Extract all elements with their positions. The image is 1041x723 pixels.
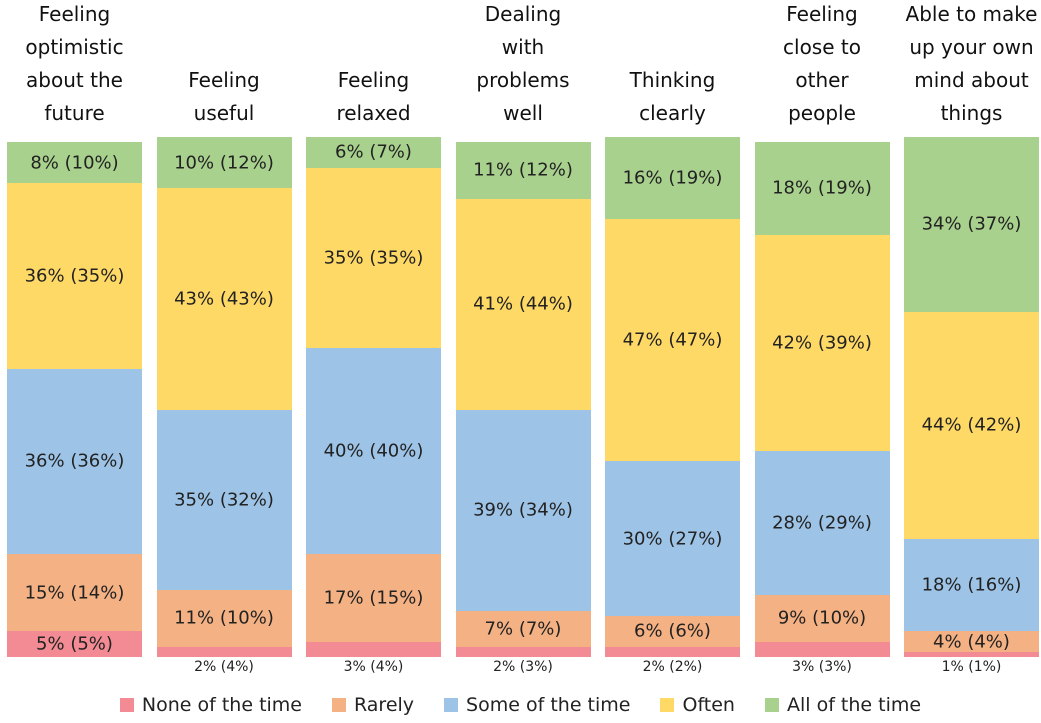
legend: None of the time Rarely Some of the time Of… (0, 694, 1041, 716)
legend-item: Rarely (332, 694, 414, 716)
category-label: Dealing with problems well (476, 2, 570, 125)
value-label: 18% (16%) (921, 574, 1022, 596)
bar-segment (605, 219, 740, 462)
legend-label: All of the time (786, 694, 922, 716)
value-label: 42% (39%) (772, 332, 872, 354)
value-label: 47% (47%) (622, 329, 723, 351)
value-label: 9% (10%) (777, 607, 867, 629)
legend-label: Rarely (354, 694, 415, 716)
bar-segment (754, 595, 890, 642)
value-label: 1% (1%) (941, 659, 1002, 675)
value-label: 44% (42%) (921, 414, 1022, 436)
value-label: 3% (4%) (343, 659, 404, 675)
bar-segment (455, 142, 591, 199)
value-label: 43% (43%) (174, 288, 274, 310)
value-label: 28% (29%) (772, 512, 872, 534)
bar-segment (455, 610, 591, 647)
bar-segment (605, 136, 740, 220)
bar-segment (455, 646, 591, 657)
value-label: 35% (35%) (323, 247, 424, 269)
value-label: 17% (15%) (323, 587, 424, 609)
bar-segment (306, 167, 441, 348)
bar-segment (7, 368, 142, 554)
bar-segment (306, 348, 441, 554)
bar-segment (605, 461, 740, 616)
bar-segment (156, 646, 292, 657)
legend-item: Often (660, 694, 735, 716)
legend-item: All of the time (764, 694, 922, 716)
bar-segment (605, 615, 740, 647)
value-label: 11% (10%) (174, 607, 274, 629)
legend-swatch (660, 698, 675, 712)
value-label: 6% (7%) (335, 141, 412, 163)
legend-swatch (764, 698, 779, 712)
value-label: 34% (37%) (921, 213, 1022, 235)
bar-segment (156, 188, 292, 410)
bar-segment (754, 451, 890, 596)
value-label: 30% (27%) (622, 528, 723, 550)
value-label: 4% (4%) (933, 631, 1010, 653)
bar-segment (306, 136, 441, 168)
bar-segment (156, 590, 292, 647)
bar-segment (754, 142, 890, 235)
category-label: Feeling relaxed (336, 68, 411, 125)
value-label: 5% (5%) (36, 633, 113, 655)
bar-segment (455, 409, 591, 611)
value-label: 18% (19%) (772, 177, 872, 199)
legend-item: Some of the time (444, 694, 630, 716)
value-label: 36% (36%) (24, 450, 125, 472)
value-label: 40% (40%) (323, 440, 424, 462)
bar-segment (7, 142, 142, 184)
value-label: 41% (44%) (473, 293, 573, 315)
bar-segment (754, 641, 890, 657)
value-label: 35% (32%) (174, 489, 274, 511)
bar-segment (306, 554, 441, 642)
bar-segment (306, 641, 441, 657)
value-label: 11% (12%) (473, 159, 573, 181)
bar-segment (904, 136, 1039, 312)
legend-swatch (444, 698, 459, 712)
value-label: 15% (14%) (24, 582, 125, 604)
bar-segment (156, 409, 292, 591)
bar-segment (904, 651, 1039, 657)
value-label: 2% (3%) (493, 659, 553, 675)
value-label: 16% (19%) (622, 167, 723, 189)
category-label: Feeling optimistic about the future (25, 2, 124, 125)
legend-label: Often (682, 694, 735, 716)
value-label: 2% (2%) (642, 659, 703, 675)
value-label: 36% (35%) (24, 265, 125, 287)
bar-segment (605, 646, 740, 657)
bar-segment (7, 631, 142, 657)
legend-swatch (332, 698, 346, 712)
category-label: Able to make up your own mind about thin… (905, 2, 1038, 125)
legend-label: Some of the time (466, 694, 631, 716)
bar-segment (904, 538, 1039, 632)
category-label: Feeling close to other people (783, 2, 861, 125)
legend-item: None of the time (119, 694, 302, 716)
bar-segment (904, 311, 1039, 539)
value-label: 7% (7%) (484, 618, 562, 640)
category-label: Feeling useful (188, 68, 260, 125)
bar-segment (455, 198, 591, 410)
bar-segment (754, 234, 890, 451)
bar-segment (156, 136, 292, 189)
value-label: 2% (4%) (194, 659, 254, 675)
bar-segment (7, 554, 142, 632)
value-label: 3% (3%) (792, 659, 852, 675)
bar-segment (7, 183, 142, 369)
bar-segment (904, 631, 1039, 652)
value-label: 6% (6%) (634, 620, 711, 642)
legend-label: None of the time (141, 694, 302, 716)
value-label: 8% (10%) (30, 152, 119, 174)
category-label: Thinking clearly (629, 68, 716, 125)
value-label: 39% (34%) (473, 499, 573, 521)
legend-swatch (119, 698, 134, 712)
value-label: 10% (12%) (174, 152, 274, 174)
